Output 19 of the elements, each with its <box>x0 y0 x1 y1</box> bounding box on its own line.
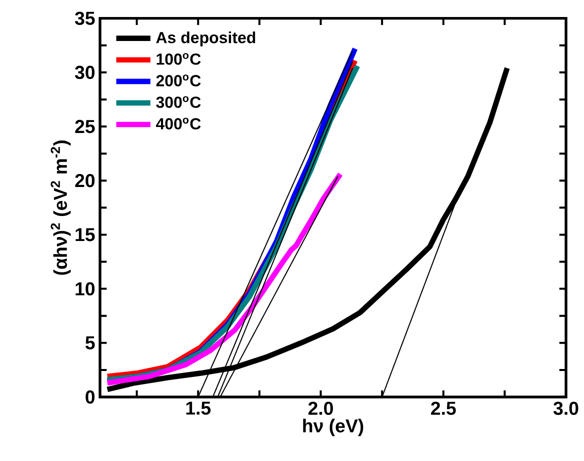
y-tick-label: 5 <box>85 336 95 350</box>
x-tick-label: 1.5 <box>186 402 211 415</box>
y-tick-label: 35 <box>74 12 95 25</box>
y-tick-label: 0 <box>86 390 95 404</box>
y-tick-label: 25 <box>75 120 95 134</box>
y-axis-title: (αhν)$^{2}$ (eV$^{2}$ m$^{-2}$) <box>50 140 71 275</box>
y-tick-label: 15 <box>76 228 95 242</box>
y-tick-label: 10 <box>76 282 95 296</box>
y-tick-label: 20 <box>75 174 95 188</box>
legend-label: As deposited <box>156 32 256 46</box>
legend-label: 300$^{o}$C <box>156 96 201 108</box>
x-tick-label: 3.0 <box>553 402 578 415</box>
legend-label: 100$^{o}$C <box>156 53 201 65</box>
x-axis-title: hν (eV) <box>303 418 364 436</box>
x-tick-label: 2.5 <box>431 402 456 415</box>
y-tick-label: 30 <box>74 66 95 80</box>
legend-label: 400$^{o}$C <box>156 118 201 130</box>
x-tick-label: 2.0 <box>308 402 333 415</box>
legend-label: 200$^{o}$C <box>156 74 201 86</box>
